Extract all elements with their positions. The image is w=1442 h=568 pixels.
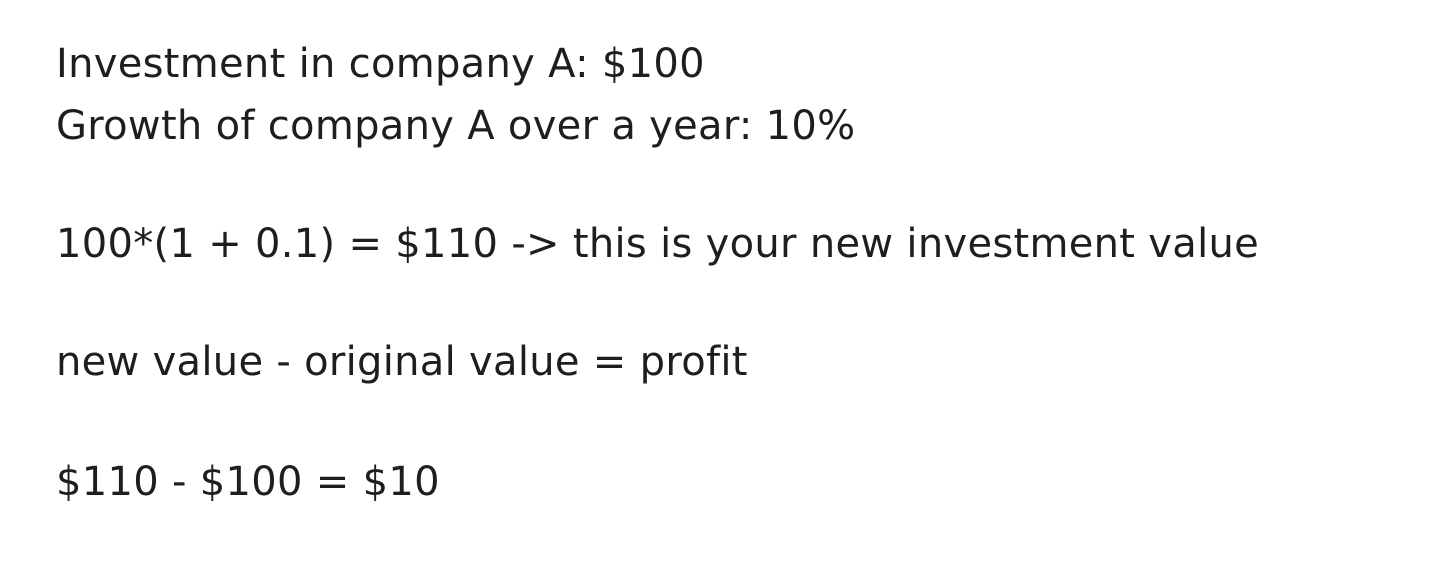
profit-result-text: $110 - $100 = $10 [56, 459, 440, 505]
new-value-calculation-text: 100*(1 + 0.1) = $110 -> this is your new… [56, 221, 1260, 267]
profit-formula-text: new value - original value = profit [56, 339, 748, 385]
investment-amount-text: Investment in company A: $100 [56, 41, 705, 87]
growth-rate-text: Growth of company A over a year: 10% [56, 103, 856, 149]
